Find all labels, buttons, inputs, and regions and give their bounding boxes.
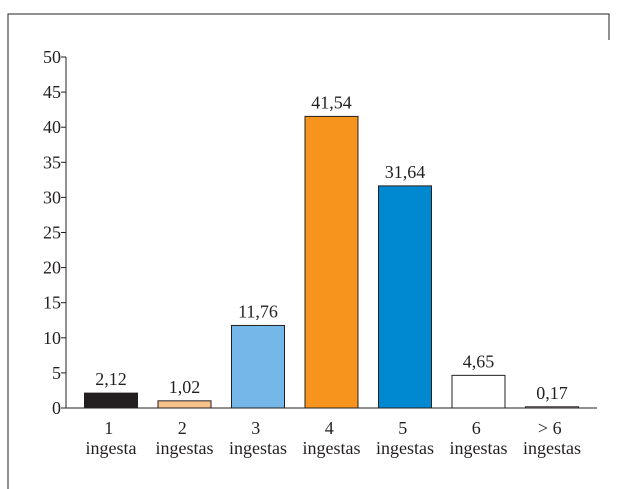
y-tick-label: 5	[52, 363, 61, 383]
frame	[7, 13, 610, 489]
value-label: 4,65	[463, 351, 495, 371]
y-tick-label: 20	[43, 258, 61, 278]
bar	[304, 115, 359, 409]
value-label: 0,17	[536, 383, 568, 403]
bar	[525, 406, 579, 409]
y-tick-label: 40	[43, 117, 61, 137]
x-tick-label: 2 ingestas	[156, 418, 214, 458]
x-tick-label: 5 ingestas	[376, 418, 434, 458]
y-tick-label: 35	[43, 152, 61, 172]
value-label: 11,76	[238, 301, 278, 321]
bar	[378, 185, 432, 409]
value-label: 41,54	[311, 92, 352, 112]
x-tick-label: 6 ingestas	[450, 418, 508, 458]
x-tick-label: 1 ingesta	[86, 418, 137, 458]
x-tick-label: 3 ingestas	[229, 418, 287, 458]
bar	[231, 324, 285, 409]
y-tick-label: 15	[43, 293, 61, 313]
x-tick-label: > 6 ingestas	[523, 418, 581, 458]
y-tick-label: 10	[43, 328, 61, 348]
y-tick-label: 50	[43, 47, 61, 67]
bar	[157, 400, 212, 409]
value-label: 2,12	[95, 369, 127, 389]
value-label: 1,02	[169, 377, 201, 397]
y-tick-label: 45	[43, 82, 61, 102]
value-label: 31,64	[385, 162, 426, 182]
y-tick-label: 30	[43, 187, 61, 207]
x-tick-label: 4 ingestas	[303, 418, 361, 458]
y-tick-label: 25	[43, 223, 61, 243]
bar	[451, 374, 506, 409]
bar	[84, 392, 138, 409]
y-tick-label: 0	[52, 398, 61, 418]
